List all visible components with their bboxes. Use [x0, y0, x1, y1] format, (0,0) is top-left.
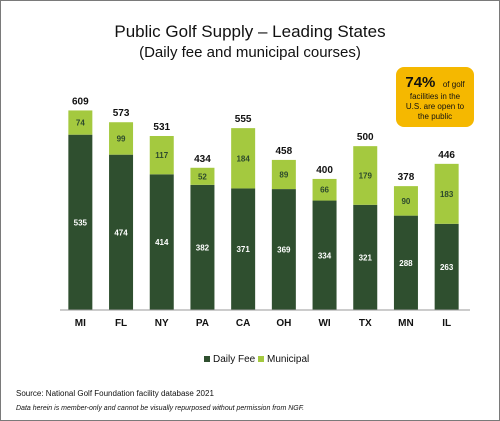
x-tick-il: IL: [442, 318, 451, 329]
data-label-tx-municipal: 179: [359, 171, 373, 180]
total-label-mi: 609: [72, 96, 89, 107]
callout-stat-rest: of golf: [443, 80, 466, 89]
chart-subtitle: (Daily fee and municipal courses): [139, 44, 361, 61]
x-tick-mn: MN: [398, 318, 414, 329]
chart-title: Public Golf Supply – Leading States: [114, 22, 385, 41]
data-label-tx-daily-fee: 321: [359, 253, 373, 262]
total-label-ny: 531: [153, 122, 170, 133]
disclaimer-note: Data herein is member-only and cannot be…: [16, 405, 304, 412]
data-label-il-daily-fee: 263: [440, 263, 454, 272]
x-tick-tx: TX: [359, 318, 372, 329]
bar-wi-daily-fee: [312, 200, 337, 310]
data-label-pa-municipal: 52: [198, 172, 207, 181]
bar-il-municipal: [434, 163, 459, 224]
bar-pa-daily-fee: [190, 184, 215, 310]
data-label-ny-municipal: 117: [155, 151, 168, 160]
bar-ny-municipal: [149, 135, 174, 175]
bar-pa-municipal: [190, 167, 215, 185]
total-label-ca: 555: [235, 114, 252, 125]
bar-mi-municipal: [68, 110, 93, 135]
callout-line-4: the public: [418, 112, 452, 121]
data-label-mn-municipal: 90: [401, 197, 410, 206]
bar-il-daily-fee: [434, 223, 459, 310]
bar-oh-daily-fee: [271, 189, 296, 310]
bar-wi-municipal: [312, 178, 337, 201]
total-label-pa: 434: [194, 154, 211, 165]
data-label-mi-municipal: 74: [76, 119, 85, 128]
legend-label-daily-fee: Daily Fee: [213, 354, 256, 365]
legend-swatch-municipal: [258, 356, 264, 362]
legend-label-municipal: Municipal: [267, 354, 309, 365]
legend: Daily Fee Municipal: [204, 354, 309, 365]
x-tick-pa: PA: [196, 318, 209, 329]
bar-ca-municipal: [231, 128, 256, 189]
legend-swatch-daily-fee: [204, 356, 210, 362]
data-label-ca-daily-fee: 371: [236, 245, 250, 254]
callout-line-2: facilities in the: [410, 92, 461, 101]
bar-mn-municipal: [393, 186, 418, 216]
total-label-oh: 458: [276, 146, 293, 157]
bar-fl-daily-fee: [109, 154, 134, 310]
bar-oh-municipal: [271, 159, 296, 190]
callout-line-3: U.S. are open to: [406, 102, 465, 111]
total-label-wi: 400: [316, 165, 333, 176]
callout-stat: 74%: [405, 74, 435, 91]
data-label-pa-daily-fee: 382: [196, 243, 210, 252]
x-axis-ticks: MI FL NY PA CA OH WI TX MN IL: [75, 318, 451, 329]
bar-ny-daily-fee: [149, 174, 174, 310]
data-label-ny-daily-fee: 414: [155, 238, 169, 247]
x-tick-fl: FL: [115, 318, 127, 329]
data-label-mn-daily-fee: 288: [399, 259, 413, 268]
bar-tx-daily-fee: [353, 204, 378, 310]
data-label-wi-daily-fee: 334: [318, 251, 332, 260]
total-label-mn: 378: [398, 172, 415, 183]
callout-background: [396, 67, 474, 127]
bar-mi-daily-fee: [68, 134, 93, 310]
total-label-tx: 500: [357, 132, 374, 143]
callout-line-1: 74% of golf: [405, 74, 465, 91]
bar-fl-municipal: [109, 122, 134, 155]
x-tick-ca: CA: [236, 318, 250, 329]
data-label-mi-daily-fee: 535: [74, 218, 88, 227]
data-label-fl-municipal: 99: [117, 134, 126, 143]
bar-series-group: 535 74 609 474 99 573 414 117 531 382 52 434 371 184 5…: [68, 96, 459, 310]
x-tick-ny: NY: [155, 318, 169, 329]
callout-box: 74% of golf facilities in the U.S. are o…: [396, 67, 474, 127]
total-label-fl: 573: [113, 108, 130, 119]
x-tick-wi: WI: [318, 318, 330, 329]
data-label-il-municipal: 183: [440, 190, 454, 199]
source-note: Source: National Golf Foundation facilit…: [16, 389, 214, 398]
total-label-il: 446: [438, 150, 455, 161]
bar-ca-daily-fee: [231, 188, 256, 310]
data-label-oh-daily-fee: 369: [277, 246, 291, 255]
x-tick-oh: OH: [276, 318, 291, 329]
bar-tx-municipal: [353, 146, 378, 205]
data-label-fl-daily-fee: 474: [114, 228, 128, 237]
data-label-wi-municipal: 66: [320, 186, 329, 195]
x-tick-mi: MI: [75, 318, 86, 329]
bar-mn-daily-fee: [393, 215, 418, 310]
data-label-oh-municipal: 89: [279, 170, 288, 179]
data-label-ca-municipal: 184: [236, 154, 250, 163]
